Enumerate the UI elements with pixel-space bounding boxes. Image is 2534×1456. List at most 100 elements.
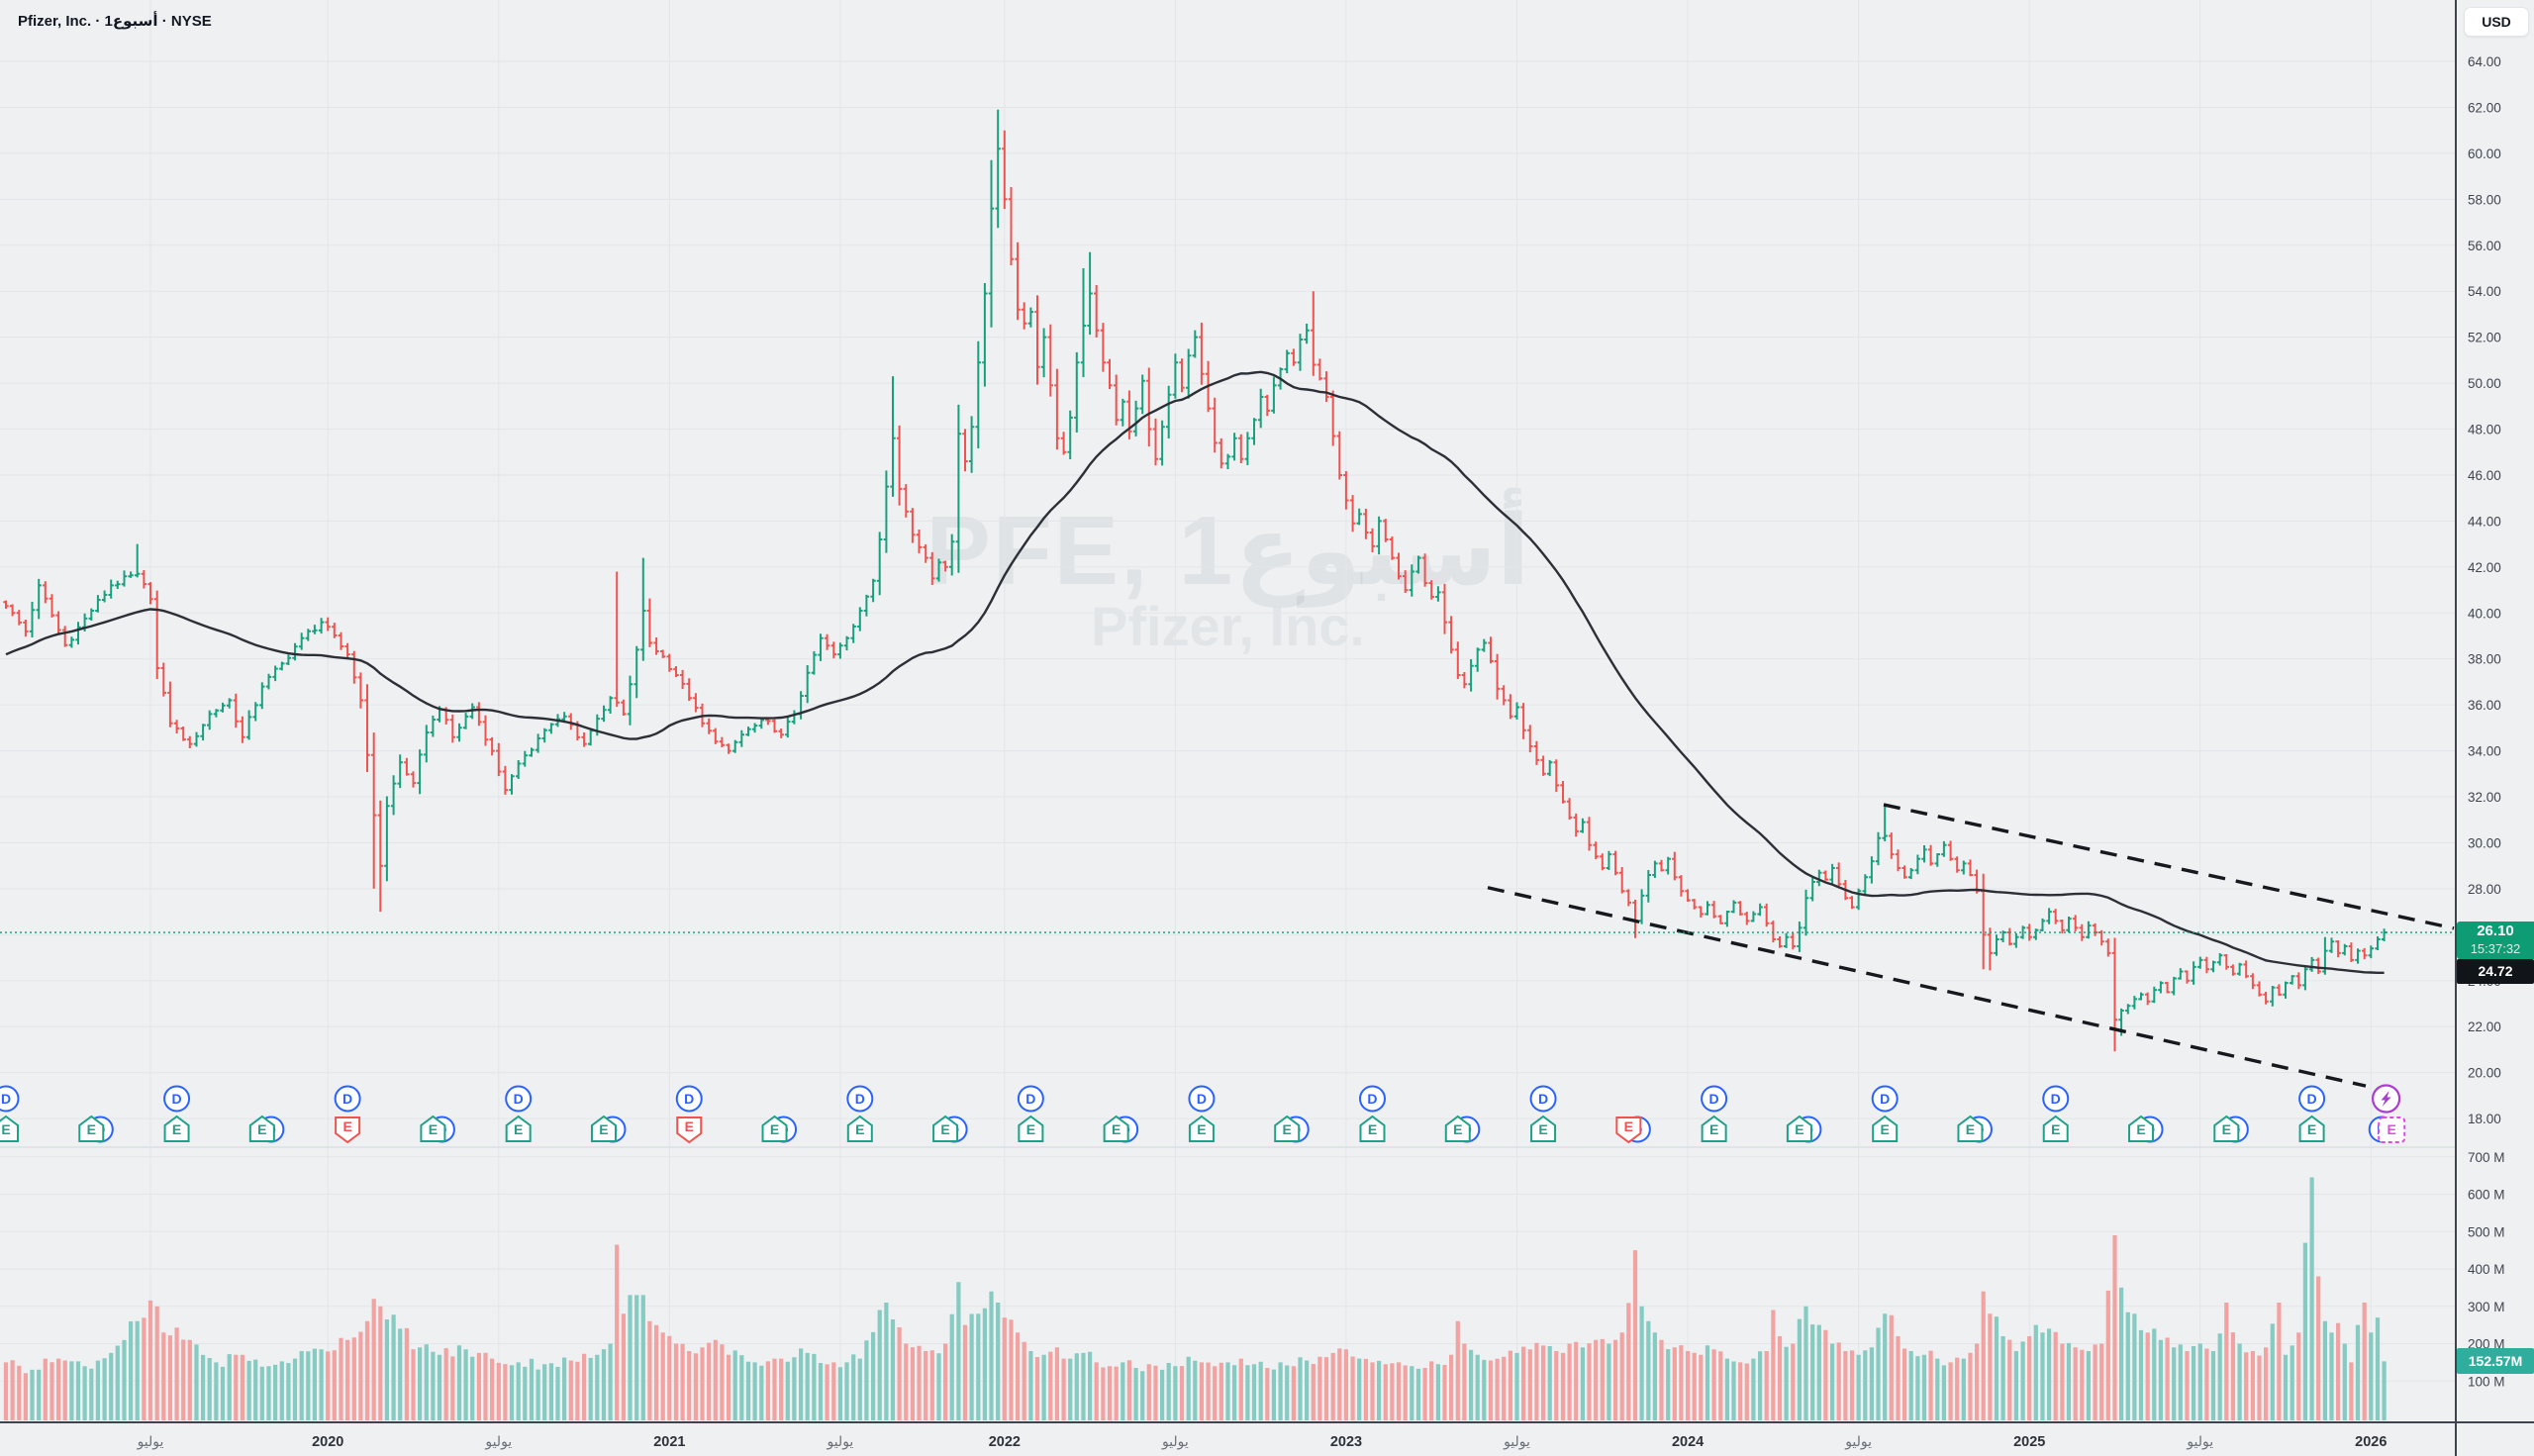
svg-text:D: D — [514, 1091, 524, 1107]
svg-text:يوليو: يوليو — [826, 1433, 853, 1450]
dividend-badge[interactable] — [1701, 1085, 1728, 1113]
trendline-lower[interactable] — [1487, 886, 2367, 1088]
event-badge-group[interactable]: DE — [78, 1115, 114, 1143]
event-badge-group[interactable]: DE — [1103, 1115, 1139, 1143]
earnings-badge[interactable] — [2128, 1115, 2155, 1142]
earnings-badge[interactable] — [420, 1115, 446, 1142]
ohlc-bars-up[interactable] — [29, 109, 2388, 1036]
dividend-badge[interactable] — [1871, 1085, 1899, 1113]
earnings-badge[interactable] — [1957, 1115, 1984, 1142]
alert-lightning-icon[interactable] — [2371, 1084, 2401, 1114]
earnings-upcoming-badge[interactable] — [2378, 1116, 2406, 1143]
event-badge-group[interactable]: DE — [420, 1115, 455, 1143]
moving-average-line[interactable] — [5, 370, 2385, 974]
earnings-badge[interactable] — [761, 1115, 788, 1142]
ohlc-bars-down[interactable] — [3, 130, 2368, 1052]
price-axis-labels[interactable]: 64.00 62.00 60.00 58.00 56.00 54.00 52.00 50.00… — [2468, 54, 2505, 1389]
event-badge-group[interactable]: DE — [675, 1085, 703, 1144]
svg-text:E: E — [1881, 1121, 1890, 1137]
svg-text:2024: 2024 — [1672, 1434, 1704, 1450]
dividend-badge[interactable] — [675, 1085, 703, 1113]
event-badge-group[interactable]: DE — [1701, 1085, 1728, 1142]
event-badge-group[interactable]: DE — [1957, 1115, 1993, 1143]
dividend-badge[interactable] — [1529, 1085, 1557, 1113]
earnings-badge[interactable] — [2213, 1115, 2240, 1142]
earnings-badge[interactable] — [1188, 1115, 1215, 1142]
earnings-badge[interactable] — [1872, 1115, 1899, 1142]
svg-text:60.00: 60.00 — [2468, 146, 2501, 161]
event-badge-group[interactable]: DE — [2213, 1115, 2249, 1143]
svg-text:E: E — [1795, 1121, 1803, 1137]
earnings-badge[interactable] — [1615, 1116, 1642, 1144]
svg-text:يوليو: يوليو — [1503, 1433, 1530, 1450]
svg-text:2021: 2021 — [653, 1434, 685, 1450]
earnings-badge[interactable] — [248, 1115, 275, 1142]
earnings-badge[interactable] — [1444, 1115, 1471, 1142]
event-badge-group[interactable]: DE — [1615, 1116, 1651, 1144]
earnings-badge[interactable] — [1701, 1115, 1727, 1142]
dividend-badge[interactable] — [2298, 1085, 2326, 1113]
earnings-badge[interactable] — [505, 1115, 532, 1142]
event-badge-group[interactable]: DE — [248, 1115, 285, 1143]
currency-toggle-button[interactable]: USD — [2464, 7, 2529, 37]
event-badge-group[interactable]: DE — [2128, 1115, 2164, 1143]
event-badge-group[interactable]: DE — [2042, 1085, 2070, 1142]
earnings-badge[interactable] — [1274, 1115, 1301, 1142]
ohlc-bars[interactable] — [3, 109, 2388, 1052]
dividend-badge[interactable] — [0, 1085, 20, 1113]
dividend-badge[interactable] — [2042, 1085, 2070, 1113]
volume-bars-down[interactable] — [3, 1235, 2367, 1420]
event-badge-group[interactable]: DE — [1017, 1085, 1044, 1142]
event-badge-group[interactable]: DE — [2368, 1116, 2406, 1143]
event-badge-group[interactable]: DE — [590, 1115, 627, 1143]
dividend-badge[interactable] — [163, 1085, 191, 1113]
event-badge-group[interactable]: DE — [2298, 1085, 2326, 1142]
volume-bars[interactable] — [3, 1177, 2387, 1421]
trendline-upper[interactable] — [1883, 803, 2455, 930]
svg-text:18.00: 18.00 — [2468, 1112, 2501, 1126]
earnings-badge[interactable] — [78, 1115, 105, 1142]
svg-text:D: D — [1880, 1091, 1890, 1107]
earnings-badge[interactable] — [1018, 1115, 1044, 1142]
earnings-badge[interactable] — [590, 1115, 617, 1142]
dividend-badge[interactable] — [846, 1085, 874, 1113]
event-badges[interactable]: DEDEDEDEDEDEDEDEDEDEDEDEDEDEDEDEDEDEDEDE… — [0, 1084, 2406, 1144]
earnings-badge[interactable] — [1530, 1115, 1557, 1142]
earnings-badge[interactable] — [1359, 1115, 1386, 1142]
earnings-badge[interactable] — [2298, 1115, 2325, 1142]
event-badge-group[interactable]: DE — [1871, 1085, 1899, 1142]
event-badge-group[interactable]: DE — [0, 1085, 20, 1142]
event-badge-group[interactable]: DE — [334, 1085, 361, 1144]
dividend-badge[interactable] — [1017, 1085, 1044, 1113]
event-badge-group[interactable]: DE — [1358, 1085, 1386, 1142]
earnings-badge[interactable] — [2042, 1115, 2069, 1142]
event-badge-group[interactable]: DE — [505, 1085, 533, 1142]
svg-text:56.00: 56.00 — [2468, 239, 2501, 253]
earnings-badge[interactable] — [335, 1116, 361, 1144]
event-badge-group[interactable]: DE — [932, 1115, 968, 1143]
earnings-badge[interactable] — [1786, 1115, 1812, 1142]
svg-text:44.00: 44.00 — [2468, 514, 2501, 529]
event-badge-group[interactable]: DE — [1274, 1115, 1310, 1143]
svg-text:E: E — [1197, 1121, 1206, 1137]
event-badge-group[interactable]: DE — [846, 1085, 874, 1142]
dividend-badge[interactable] — [334, 1085, 361, 1113]
event-badge-group[interactable]: DE — [761, 1115, 798, 1143]
time-axis-labels[interactable]: يوليو 2020 يوليو 2021 يوليو 2022 يوليو 2023 يولي… — [137, 1433, 2388, 1450]
earnings-badge[interactable] — [1103, 1115, 1129, 1142]
dividend-badge[interactable] — [505, 1085, 533, 1113]
event-badge-group[interactable]: DE — [1188, 1085, 1216, 1142]
event-badge-group[interactable]: DE — [163, 1085, 191, 1142]
dividend-badge[interactable] — [1188, 1085, 1216, 1113]
earnings-badge[interactable] — [0, 1115, 19, 1142]
dividend-badge[interactable] — [1358, 1085, 1386, 1113]
earnings-badge[interactable] — [932, 1115, 959, 1142]
symbol-title[interactable]: Pfizer, Inc. · 1أسبوع · NYSE — [18, 13, 212, 30]
earnings-badge[interactable] — [846, 1115, 873, 1142]
event-badge-group[interactable]: DE — [1444, 1115, 1481, 1143]
event-badge-group[interactable]: DE — [1529, 1085, 1557, 1142]
earnings-badge[interactable] — [676, 1116, 703, 1144]
earnings-badge[interactable] — [163, 1115, 190, 1142]
event-badge-group[interactable]: DE — [1786, 1115, 1822, 1143]
